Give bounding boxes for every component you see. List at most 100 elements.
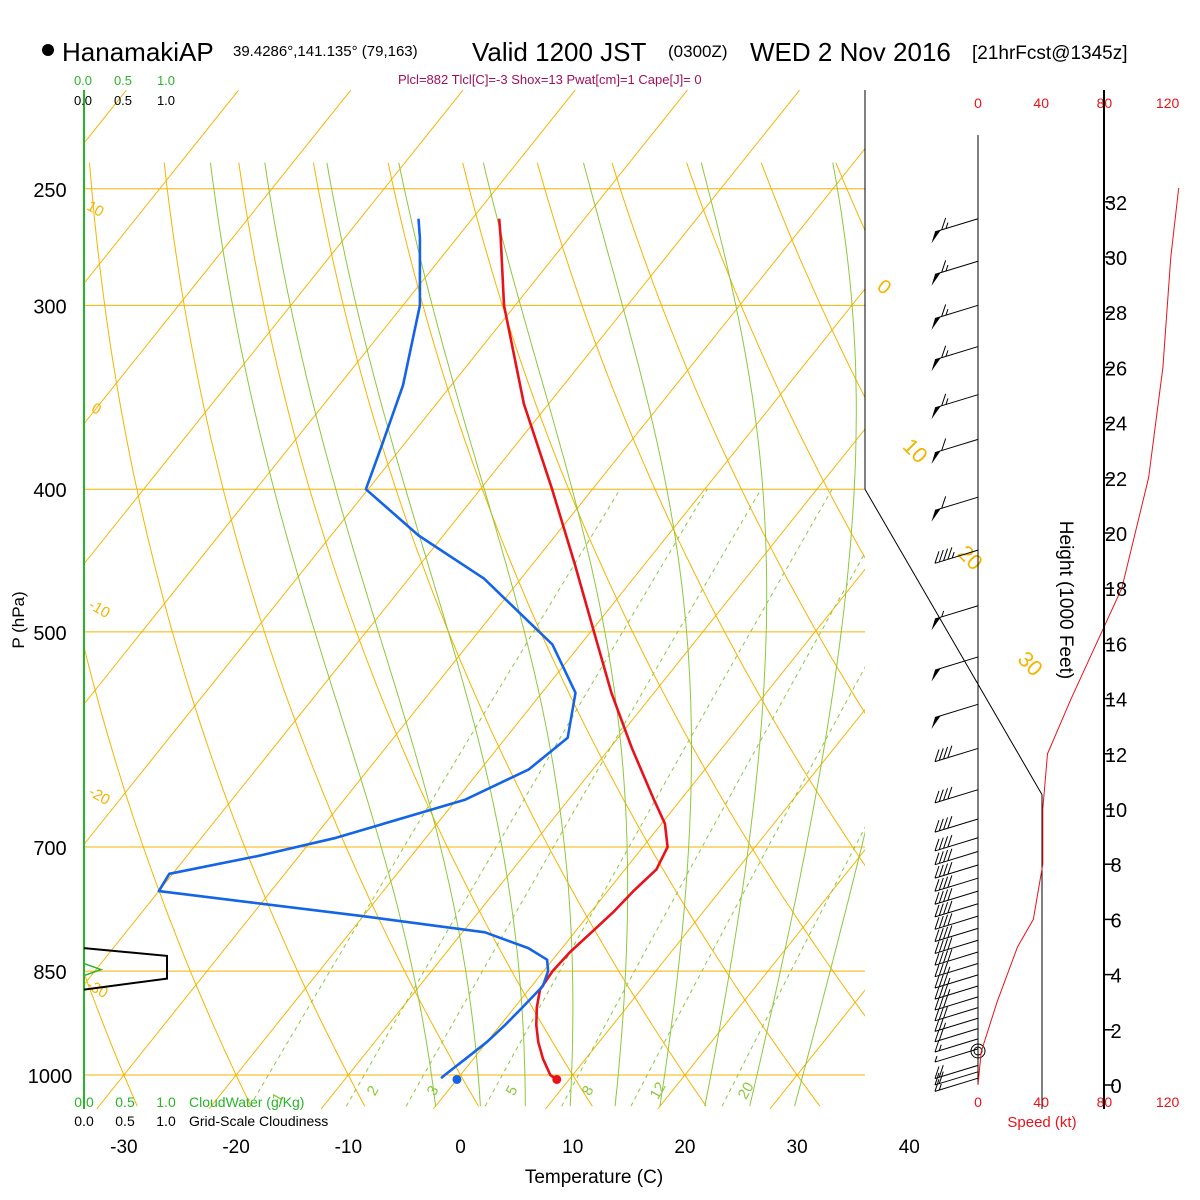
- wind-barb: [931, 345, 979, 372]
- wind-barb-feather: [934, 975, 940, 989]
- wind-barb-staff: [934, 496, 979, 511]
- isotherm-line: [545, 708, 865, 1109]
- wind-barb: [934, 1071, 979, 1086]
- cloudiness-bottom-tick: 0.5: [115, 1113, 135, 1129]
- wind-barb-feather: [934, 904, 940, 918]
- cloud-water-bottom-tick: 0.5: [115, 1094, 135, 1110]
- wind-barb: [934, 1006, 979, 1022]
- wind-speed-line: [977, 187, 1180, 1086]
- height-tick-label: 10: [1105, 800, 1127, 822]
- wind-barb-feather: [938, 1017, 944, 1031]
- cloudiness-bottom-tick: 1.0: [156, 1113, 176, 1129]
- pressure-tick-label: 300: [33, 296, 66, 318]
- moist-adiabat: [583, 162, 692, 1107]
- wind-barb-feather: [947, 913, 953, 926]
- wind-barb-feather: [934, 1019, 940, 1032]
- speed-top-tick: 120: [1156, 95, 1180, 111]
- wind-barb: [934, 547, 979, 564]
- wind-barb-staff: [934, 549, 979, 564]
- wind-barb-half: [945, 222, 949, 229]
- wind-barb-staff: [934, 951, 979, 966]
- surface-dewpoint-dot: [452, 1074, 462, 1084]
- wind-barb-feather: [947, 888, 953, 901]
- wind-barb-staff: [934, 890, 979, 905]
- wind-barb-staff: [934, 1028, 979, 1043]
- wind-barb: [934, 925, 979, 942]
- wind-barb-feather: [943, 876, 949, 889]
- wind-barb-feather: [947, 816, 953, 829]
- wind-barb-staff: [934, 939, 979, 954]
- dry-adiabat: [163, 162, 480, 1107]
- tropopause-border: [864, 488, 1043, 795]
- mixing-ratio-line: [561, 552, 865, 1107]
- speed-axis-title: Speed (kt): [1007, 1114, 1076, 1131]
- wind-barb-feather: [947, 862, 953, 875]
- wind-barb-feather: [947, 900, 953, 914]
- temperature-tick-label: -20: [222, 1137, 249, 1158]
- wind-barb-feather: [938, 864, 944, 877]
- height-tick-label: 14: [1105, 690, 1127, 712]
- wind-barb-feather: [943, 961, 949, 975]
- wind-barb-feather: [943, 914, 949, 927]
- isotherm-line: [208, 288, 865, 1109]
- wind-barb-feather: [938, 1007, 944, 1020]
- wind-barb: [934, 816, 979, 833]
- pressure-tick-label: 250: [33, 180, 66, 202]
- wind-barb: [934, 961, 979, 978]
- wind-barb-feather: [941, 217, 947, 231]
- wind-barb-feather: [943, 926, 949, 940]
- pressure-tick-label: 700: [33, 838, 66, 860]
- height-tick-label: 6: [1110, 910, 1121, 932]
- wind-barb-half: [951, 551, 955, 559]
- mixing-ratio-line: [721, 826, 865, 1107]
- wind-barb-feather: [941, 304, 947, 317]
- wind-barb-feather: [938, 915, 944, 929]
- wind-barb-feather: [943, 788, 949, 801]
- wind-barb-staff: [934, 974, 979, 989]
- wind-barb-feather: [938, 963, 944, 976]
- height-tick-label: 4: [1110, 966, 1121, 988]
- wind-barb-feather: [943, 995, 949, 1008]
- wind-barb: [934, 848, 979, 866]
- background-lines: [84, 90, 1200, 1109]
- isotherm-line: [994, 90, 1200, 1109]
- wind-barb-staff: [934, 1048, 979, 1063]
- wind-barb-staff: [934, 747, 979, 763]
- wind-barb: [934, 888, 979, 905]
- wind-barb-staff: [934, 703, 979, 718]
- mixing-ratio-line: [630, 666, 865, 1107]
- wind-barb: [934, 1077, 979, 1092]
- height-tick-label: 16: [1105, 634, 1127, 656]
- wind-barb-feather: [934, 852, 940, 865]
- pressure-tick-label: 400: [33, 480, 66, 502]
- wind-barb-staff: [934, 851, 979, 866]
- wind-barb-feather: [947, 745, 953, 758]
- temperature-tick-label: 0: [455, 1137, 466, 1158]
- wind-barb-feather: [938, 890, 944, 904]
- wind-barb-half: [938, 1083, 942, 1091]
- speed-top-tick: 0: [974, 95, 982, 111]
- wind-barb-staff: [934, 260, 979, 275]
- isotherm-label: 0: [88, 400, 104, 419]
- wind-barb-feather: [943, 1006, 949, 1019]
- wind-barb-feather: [934, 819, 940, 833]
- wind-barb-staff: [934, 963, 979, 978]
- wind-barb: [931, 304, 979, 330]
- height-tick-label: 20: [1105, 524, 1127, 546]
- wind-barb-feather: [947, 848, 953, 861]
- height-tick-label: 32: [1105, 193, 1127, 215]
- valid-time: Valid 1200 JST: [472, 37, 647, 67]
- pressure-tick-label: 500: [33, 623, 66, 645]
- wind-barb: [931, 703, 979, 729]
- dry-adiabat: [89, 162, 366, 1107]
- wind-barb-staff: [934, 1071, 979, 1086]
- wind-barb-half: [945, 308, 949, 316]
- wind-barb-feather: [943, 984, 949, 997]
- station-name: HanamakiAP: [62, 37, 214, 67]
- temperature-tick-label: 30: [787, 1137, 808, 1158]
- moist-adiabat: [700, 162, 768, 1107]
- isotherm-line: [84, 90, 352, 425]
